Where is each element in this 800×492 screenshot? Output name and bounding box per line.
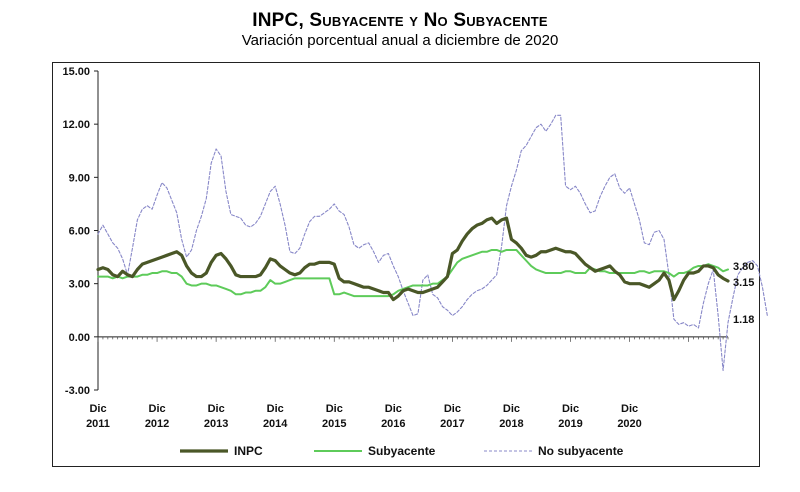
x-tick-label-line1: Dic [621,403,638,415]
series-line-no-subyacente [97,114,768,372]
x-tick-label-line2: 2016 [381,418,405,430]
y-tick-label: 0.00 [69,332,90,344]
x-tick-label-line2: 2011 [86,418,110,430]
x-tick-label-line2: 2015 [322,418,346,430]
x-tick-label-line1: Dic [149,403,166,415]
x-tick-label-line1: Dic [267,403,284,415]
chart-title: INPC, Subyacente y No Subyacente [252,10,548,31]
x-tick-label-line2: 2019 [558,418,582,430]
x-tick-label-line2: 2020 [617,418,641,430]
chart-subtitle: Variación porcentual anual a diciembre d… [241,32,559,49]
axes: 15.00 12.00 9.00 6.00 3.00 0.00 -3.00 Dic 2011 Di… [62,66,729,430]
x-tick-label-line2: 2018 [499,418,523,430]
series-lines [96,114,768,372]
x-tick-label-line1: Dic [562,403,579,415]
end-label-no-subyacente: 1.18 [733,314,754,326]
x-tick-label-line2: 2014 [263,418,288,430]
series-line-inpc [96,216,730,302]
legend-label-inpc: INPC [234,444,263,458]
series-line-subyacente [97,248,729,298]
x-tick-label-line1: Dic [208,403,225,415]
y-tick-label: 12.00 [62,119,90,131]
y-tick-label: -3.00 [65,385,90,397]
x-tick-label-line1: Dic [326,403,343,415]
y-tick-label: 3.00 [69,279,90,291]
y-tick-label: 15.00 [62,66,90,78]
end-label-subyacente: 3.80 [733,261,754,273]
end-labels: 3.15 3.80 1.18 [733,261,754,326]
x-tick-label-line2: 2012 [145,418,169,430]
end-label-inpc: 3.15 [733,277,754,289]
x-tick-label-line1: Dic [444,403,461,415]
x-tick-label-line1: Dic [385,403,402,415]
legend: INPC Subyacente No subyacente [180,444,624,458]
y-tick-label: 9.00 [69,172,90,184]
legend-label-no-subyacente: No subyacente [538,444,624,458]
x-tick-label-line2: 2013 [204,418,228,430]
x-tick-label-line1: Dic [503,403,520,415]
x-tick-label-line2: 2017 [440,418,464,430]
legend-label-subyacente: Subyacente [368,444,436,458]
y-tick-label: 6.00 [69,226,90,238]
x-tick-label-line1: Dic [89,403,106,415]
chart-frame [52,62,760,467]
